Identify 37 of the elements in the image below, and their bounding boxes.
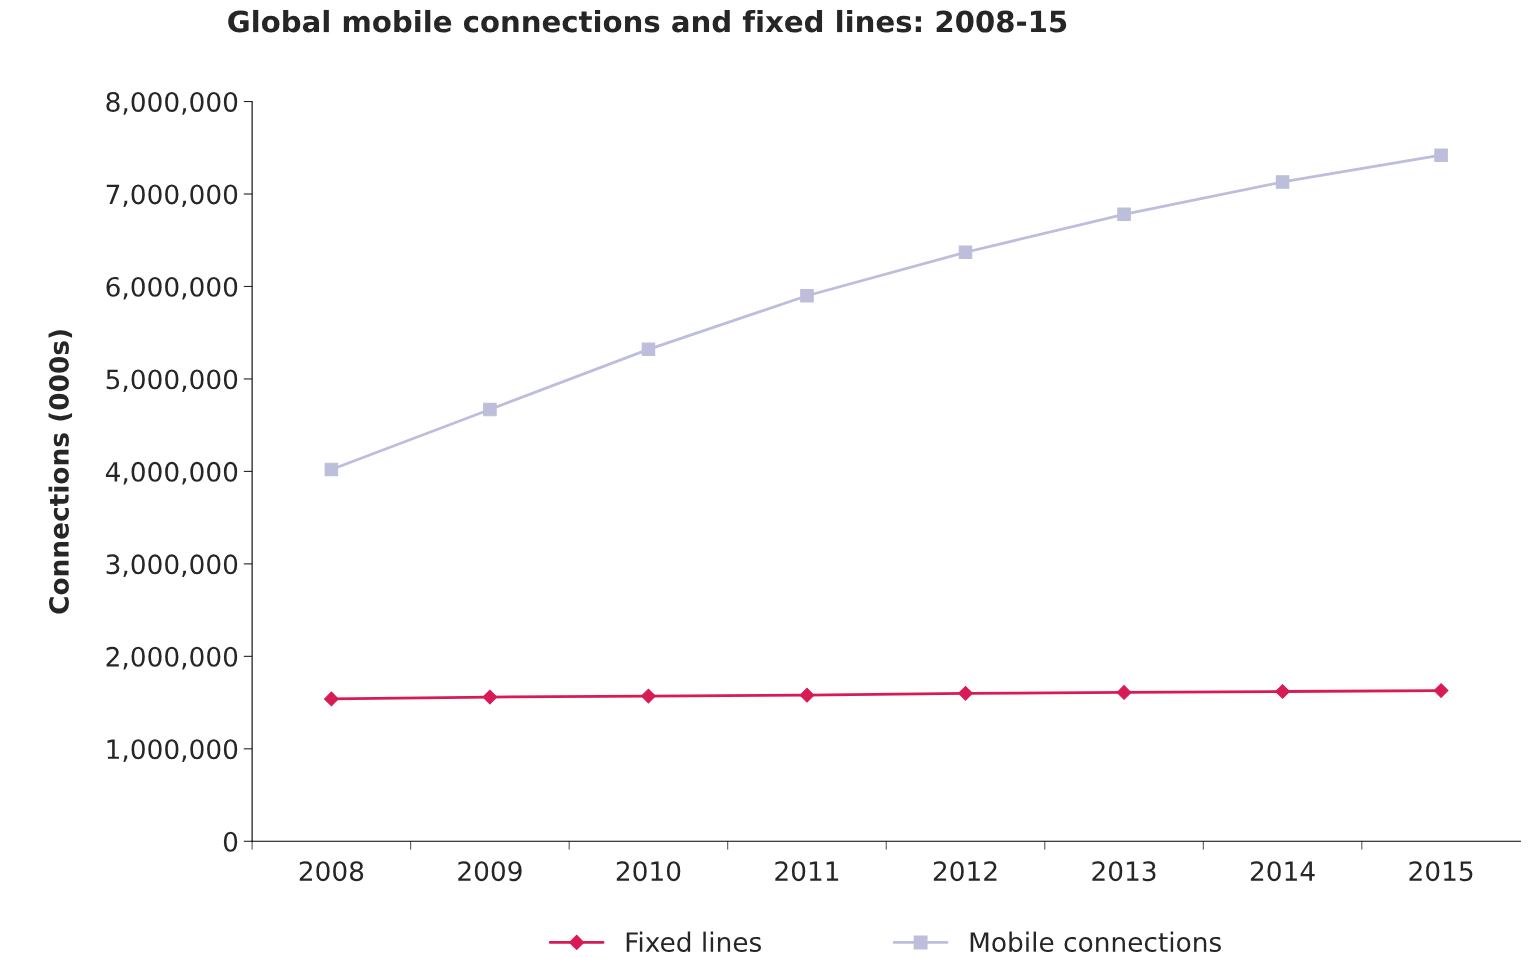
point xyxy=(1116,685,1132,700)
y-axis-title: Connections (000s) xyxy=(48,330,73,614)
point xyxy=(323,691,339,707)
y-tick-label: 1,000,000 xyxy=(107,739,238,762)
y-tick-label: 7,000,000 xyxy=(106,184,238,208)
y-tick-label: 8,000,000 xyxy=(106,91,238,115)
chart-title: Global mobile connections and fixed lines: 2008-15 xyxy=(228,9,1067,33)
legend-label: Fixed lines xyxy=(626,931,761,953)
point xyxy=(324,462,339,477)
x-tick-label: 2010 xyxy=(616,861,681,882)
x-tick-label: 2009 xyxy=(458,861,522,882)
point xyxy=(1433,683,1449,698)
point xyxy=(958,245,973,260)
point xyxy=(1275,175,1290,189)
y-tick-label: 6,000,000 xyxy=(106,276,238,300)
point xyxy=(799,687,815,703)
x-tick-label: 2014 xyxy=(1250,861,1315,882)
y-tick-label: 3,000,000 xyxy=(106,554,238,577)
y-tick-label: 2,000,000 xyxy=(106,646,238,670)
x-tick-label: 2011 xyxy=(775,861,839,882)
point xyxy=(1275,684,1290,699)
legend-label: Mobile connections xyxy=(970,931,1221,953)
y-tick-label: 5,000,000 xyxy=(106,369,238,393)
point xyxy=(958,685,973,701)
x-tick-label: 2013 xyxy=(1092,861,1156,882)
point xyxy=(641,342,656,357)
point xyxy=(482,689,498,705)
point xyxy=(483,402,497,417)
x-tick-label: 2015 xyxy=(1409,861,1473,882)
y-tick-label: 4,000,000 xyxy=(105,461,238,485)
point xyxy=(800,288,814,303)
y-tick-label: 0 xyxy=(223,831,238,852)
x-tick-label: 2012 xyxy=(933,861,997,882)
point xyxy=(1434,148,1448,162)
point xyxy=(1117,207,1131,222)
x-tick-label: 2008 xyxy=(299,861,364,882)
point xyxy=(641,688,656,704)
